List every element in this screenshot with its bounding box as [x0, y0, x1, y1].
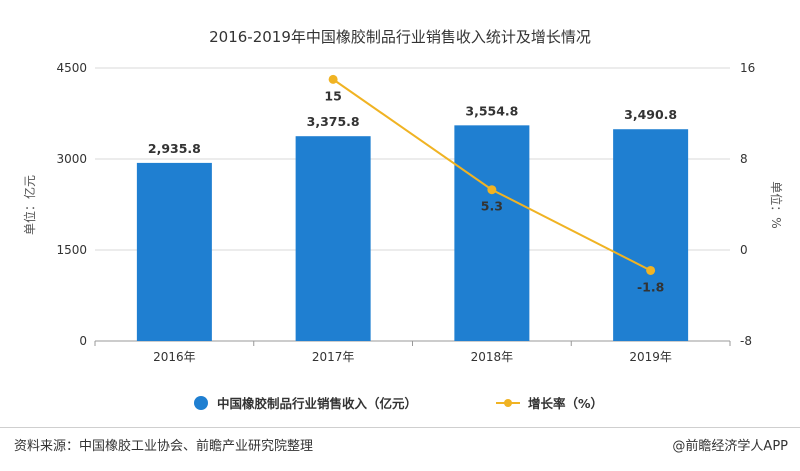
line-point	[487, 185, 497, 195]
bar-series	[136, 125, 689, 341]
x-tick-label: 2017年	[312, 350, 355, 364]
chart-title: 2016-2019年中国橡胶制品行业销售收入统计及增长情况	[209, 28, 591, 46]
line-value-label: 5.3	[481, 199, 503, 214]
bar	[613, 129, 689, 341]
line-value-label: -1.8	[637, 279, 664, 294]
bar-value-label: 2,935.8	[148, 141, 201, 156]
line-point	[328, 74, 338, 84]
y-right-tick-label: -8	[740, 334, 752, 348]
legend-bar-marker	[194, 396, 208, 410]
y-right-tick-label: 16	[740, 61, 755, 75]
legend-bar-label: 中国橡胶制品行业销售收入（亿元）	[217, 396, 417, 411]
y-right-axis-title: 单位：%	[769, 181, 784, 228]
legend-line-label: 增长率（%）	[528, 396, 603, 411]
data-labels: 2,935.8 3,375.8 3,554.8 3,490.8 15 5.3 -1.8	[148, 88, 677, 294]
y-left-tick-label: 4500	[56, 61, 87, 75]
bar	[295, 136, 371, 341]
y-right-tick-label: 8	[740, 152, 748, 166]
y-left-tick-label: 1500	[56, 243, 87, 257]
bar	[136, 162, 212, 341]
y-right-tick-label: 0	[740, 243, 748, 257]
chart: 2016-2019年中国橡胶制品行业销售收入统计及增长情况 0 -8 1500 0 30…	[22, 28, 784, 411]
x-tick-label: 2016年	[153, 350, 196, 364]
credit-note: @前瞻经济学人APP	[672, 439, 788, 454]
y-left-tick-label: 3000	[56, 152, 87, 166]
line-value-label: 15	[324, 88, 341, 103]
legend-line-dot	[504, 399, 512, 407]
x-tick-label: 2019年	[629, 350, 672, 364]
legend: 中国橡胶制品行业销售收入（亿元） 增长率（%）	[194, 396, 603, 411]
bar-value-label: 3,490.8	[624, 107, 677, 122]
footer: 资料来源：中国橡胶工业协会、前瞻产业研究院整理 @前瞻经济学人APP	[0, 427, 800, 458]
bar-value-label: 3,554.8	[465, 103, 518, 118]
bar	[454, 125, 530, 341]
source-note: 资料来源：中国橡胶工业协会、前瞻产业研究院整理	[14, 439, 314, 454]
x-tick-label: 2018年	[471, 350, 514, 364]
line-point	[646, 265, 656, 275]
y-left-tick-label: 0	[79, 334, 87, 348]
y-left-axis-title: 单位：亿元	[22, 175, 37, 235]
line-series	[328, 74, 656, 275]
bar-value-label: 3,375.8	[307, 114, 360, 129]
